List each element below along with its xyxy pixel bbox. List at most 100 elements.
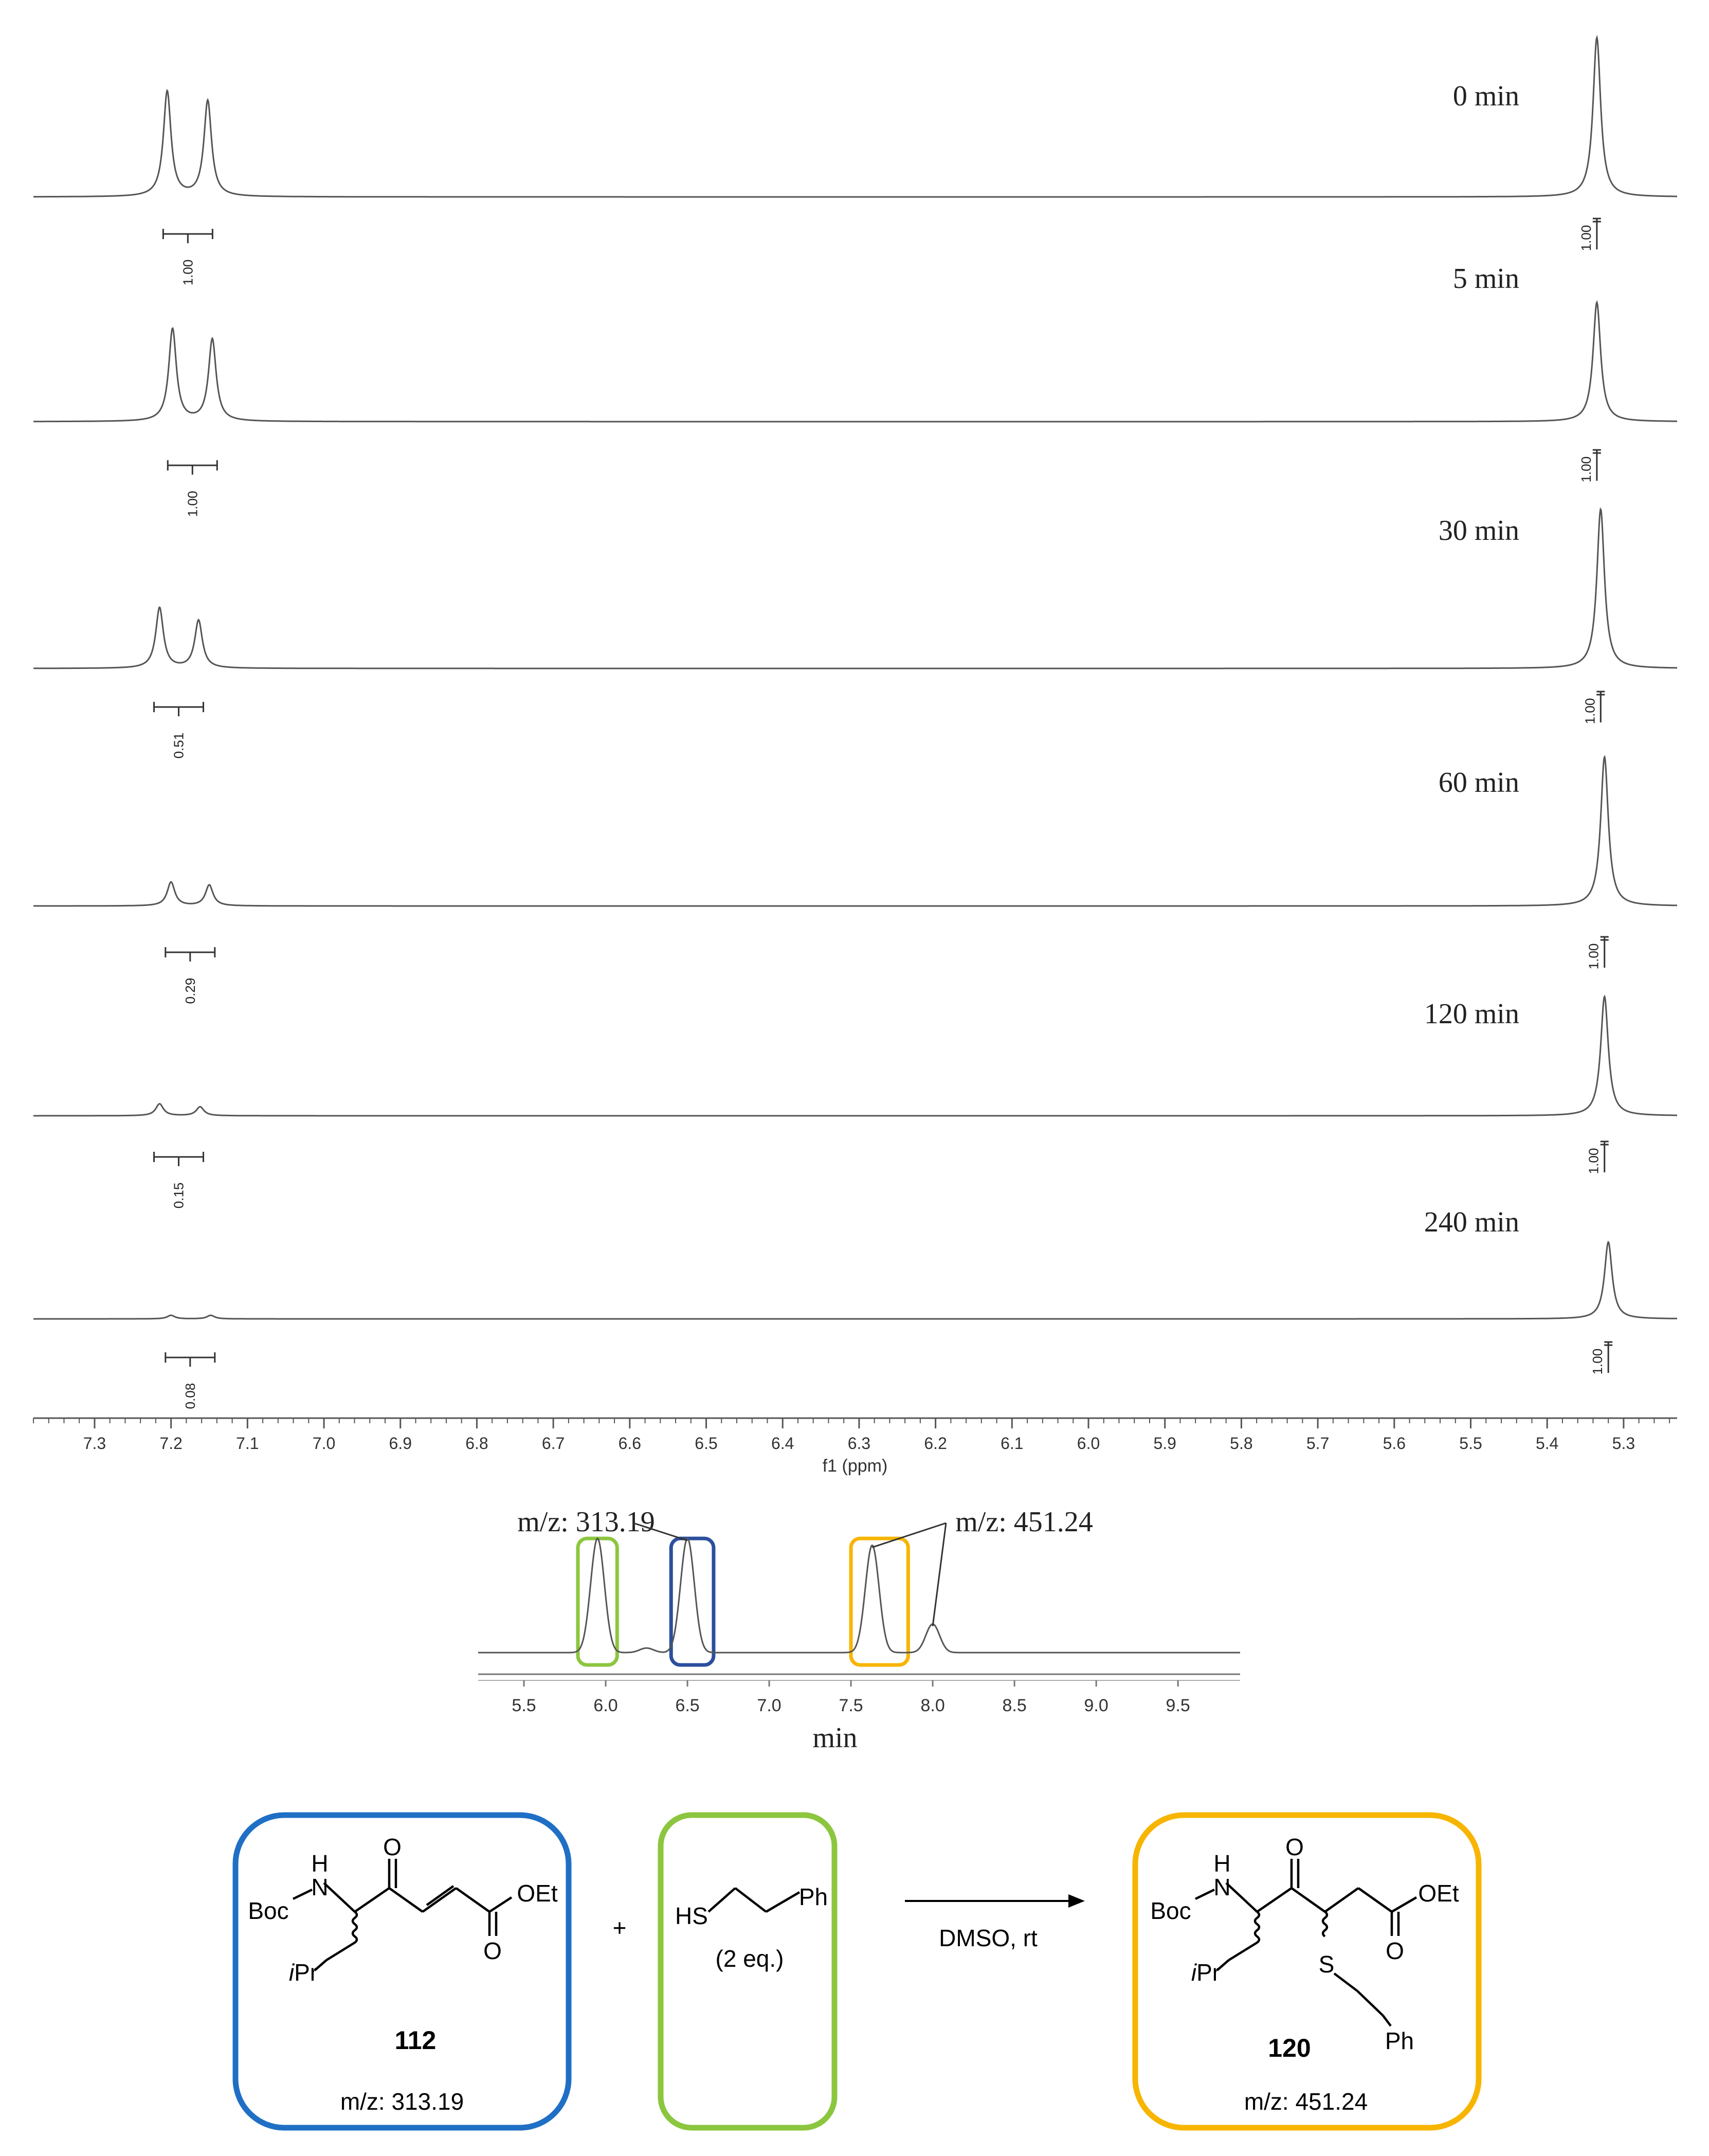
lc-annotation-leader <box>633 1522 688 1542</box>
nmr-tick-label: 6.3 <box>848 1434 870 1453</box>
nmr-traces <box>33 34 1677 1320</box>
nmr-time-label: 120 min <box>1424 998 1519 1030</box>
nmr-integral-label: 1.00 <box>1578 457 1594 483</box>
nmr-integral: 1.00 <box>1590 1341 1613 1375</box>
compound-120-number: 120 <box>1268 2034 1311 2062</box>
nmr-integral-label: 1.00 <box>1586 1148 1602 1174</box>
nmr-ticks: 7.3 7.2 7.1 7.0 6.9 6.8 6.7 6.6 6.5 6.4 6.3 6.2 6.1 6… <box>33 1418 1670 1453</box>
lc-annotations: m/z: 313.19 m/z: 451.24 <box>517 1506 1093 1626</box>
nmr-integral: 0.51 <box>153 702 205 759</box>
compound-112-h: H <box>311 1850 328 1877</box>
lc-tick-label: 9.5 <box>1166 1696 1190 1715</box>
nmr-tick-label: 5.3 <box>1612 1434 1635 1453</box>
nmr-tick-label: 6.9 <box>389 1434 412 1453</box>
nmr-time-label: 5 min <box>1453 263 1519 295</box>
thiol-structure <box>707 1887 801 1913</box>
nmr-integral-label: 0.15 <box>171 1183 187 1209</box>
lc-annotation-451: m/z: 451.24 <box>955 1506 1093 1538</box>
thiol-equiv: (2 eq.) <box>716 1945 784 1972</box>
lc-tick-label: 7.0 <box>757 1696 781 1715</box>
nmr-integral: 0.08 <box>165 1352 216 1409</box>
nmr-integral: 1.00 <box>1586 936 1609 969</box>
nmr-integral-label: 1.00 <box>180 260 195 286</box>
nmr-tick-label: 5.5 <box>1459 1434 1482 1453</box>
nmr-integral-label: 1.00 <box>1590 1349 1605 1375</box>
compound-112-oet: OEt <box>517 1880 557 1907</box>
compound-120-ph: Ph <box>1385 2027 1414 2054</box>
nmr-time-label: 0 min <box>1453 80 1519 112</box>
nmr-tick-label: 7.2 <box>159 1434 182 1453</box>
compound-120-mz: m/z: 451.24 <box>1244 2088 1368 2115</box>
nmr-integral: 1.00 <box>1578 218 1601 251</box>
nmr-tick-label: 6.1 <box>1001 1434 1023 1453</box>
nmr-integral-label: 0.29 <box>183 978 198 1004</box>
nmr-stacked-spectra: 0 min 5 min 30 min 60 min 120 min 240 min 1.0… <box>33 34 1677 1476</box>
lc-tick-label: 8.0 <box>920 1696 944 1715</box>
lc-chromatogram: 5.5 6.0 6.5 7.0 7.5 8.0 8.5 9.0 9.5 min m/z: 313… <box>478 1506 1240 1754</box>
compound-120-n: N <box>1213 1874 1230 1900</box>
nmr-integral: 1.00 <box>167 460 218 517</box>
nmr-integral-label: 0.08 <box>183 1383 198 1409</box>
nmr-integral: 1.00 <box>1578 449 1601 483</box>
nmr-tick-label: 6.8 <box>465 1434 488 1453</box>
compound-120-ester-o: O <box>1386 1937 1404 1964</box>
compound-120-structure <box>1195 1859 1417 2027</box>
nmr-integral-label: 1.00 <box>185 491 200 517</box>
reaction-arrow-head <box>1068 1894 1085 1908</box>
lc-tick-label: 7.5 <box>839 1696 863 1715</box>
lc-annotation-313: m/z: 313.19 <box>517 1506 655 1538</box>
nmr-tick-label: 6.0 <box>1077 1434 1100 1453</box>
nmr-tick-label: 7.1 <box>236 1434 259 1453</box>
compound-112-ipr: iPr <box>289 1959 318 1986</box>
compound-112-box <box>232 1812 572 2131</box>
nmr-integral-label: 1.00 <box>1578 225 1594 251</box>
nmr-integral-label: 0.51 <box>171 733 187 759</box>
thiol-box <box>658 1812 838 2131</box>
lc-tick-label: 5.5 <box>512 1696 536 1715</box>
nmr-trace-5 <box>33 1240 1677 1320</box>
lc-highlight-box <box>669 1536 716 1667</box>
nmr-integral: 1.00 <box>1586 1140 1609 1174</box>
nmr-tick-label: 6.7 <box>542 1434 565 1453</box>
compound-112-n: N <box>311 1874 328 1900</box>
nmr-trace-2 <box>33 507 1677 669</box>
lc-x-axis-label: min <box>812 1722 857 1754</box>
compound-112-ester-o: O <box>483 1937 502 1964</box>
lc-highlight-boxes <box>576 1536 910 1667</box>
compound-120-oet: OEt <box>1418 1880 1459 1907</box>
nmr-integrals: 1.00 1.00 1.00 1.00 0.51 1.00 0.29 1.00 0.15 1.00… <box>153 218 1613 1409</box>
nmr-integral: 0.15 <box>153 1152 205 1209</box>
nmr-tick-label: 6.4 <box>771 1434 794 1453</box>
compound-112-ketone-o: O <box>383 1834 402 1860</box>
nmr-tick-label: 5.8 <box>1230 1434 1252 1453</box>
nmr-tick-label: 5.6 <box>1383 1434 1406 1453</box>
lc-annotation-leader <box>932 1523 947 1626</box>
nmr-integral: 1.00 <box>1582 691 1605 724</box>
compound-112-structure <box>293 1859 513 1971</box>
nmr-integral: 1.00 <box>162 229 213 286</box>
nmr-tick-label: 7.3 <box>83 1434 106 1453</box>
lc-highlight-box <box>849 1536 910 1667</box>
nmr-x-axis: 7.3 7.2 7.1 7.0 6.9 6.8 6.7 6.6 6.5 6.4 6.3 6.2 6.1 6… <box>33 1417 1677 1476</box>
nmr-trace-3 <box>33 755 1677 907</box>
lc-highlight-box <box>576 1536 619 1667</box>
nmr-tick-label: 5.7 <box>1306 1434 1329 1453</box>
nmr-x-axis-label: f1 (ppm) <box>823 1456 888 1476</box>
lc-trace-line <box>478 1537 1240 1654</box>
compound-120-s: S <box>1319 1951 1335 1978</box>
nmr-tick-label: 7.0 <box>313 1434 335 1453</box>
lc-tick-label: 9.0 <box>1084 1696 1108 1715</box>
nmr-time-label: 240 min <box>1424 1206 1519 1238</box>
nmr-time-labels: 0 min 5 min 30 min 60 min 120 min 240 min <box>1424 80 1519 1238</box>
nmr-tick-label: 6.6 <box>619 1434 641 1453</box>
nmr-trace-1 <box>33 300 1677 423</box>
nmr-tick-label: 6.5 <box>695 1434 717 1453</box>
plus-sign: + <box>613 1914 627 1941</box>
nmr-integral: 0.29 <box>165 947 216 1004</box>
nmr-integral-label: 1.00 <box>1582 698 1597 724</box>
reaction-conditions: DMSO, rt <box>939 1925 1038 1951</box>
lc-annotation-leader <box>871 1522 947 1548</box>
compound-112-number: 112 <box>395 2026 437 2055</box>
compound-112-mz: m/z: 313.19 <box>340 2088 464 2115</box>
